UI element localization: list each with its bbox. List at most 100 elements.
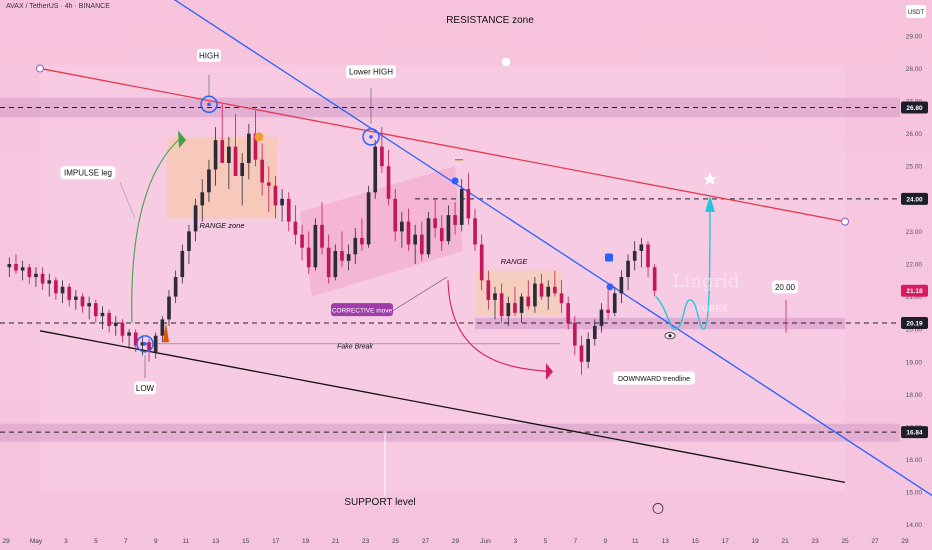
candle-body[interactable] bbox=[439, 228, 444, 242]
candle-body[interactable] bbox=[646, 244, 650, 268]
candle-body[interactable] bbox=[93, 303, 98, 317]
candle-body[interactable] bbox=[247, 133, 251, 163]
candle-body[interactable] bbox=[280, 198, 284, 206]
candle-body[interactable] bbox=[632, 250, 637, 261]
candle-body[interactable] bbox=[639, 244, 644, 251]
candle-body[interactable] bbox=[220, 140, 225, 163]
candle-body[interactable] bbox=[559, 293, 564, 304]
candle-body[interactable] bbox=[54, 280, 58, 294]
candle-body[interactable] bbox=[599, 309, 604, 326]
resistance-trendline[interactable] bbox=[39, 67, 846, 223]
candle-body[interactable] bbox=[306, 247, 311, 268]
downward-trendline[interactable] bbox=[150, 0, 932, 496]
candle-body[interactable] bbox=[293, 221, 298, 235]
candle-body[interactable] bbox=[486, 280, 491, 300]
candle-body[interactable] bbox=[466, 189, 471, 219]
candle-body[interactable] bbox=[87, 303, 91, 307]
candle-body[interactable] bbox=[147, 342, 151, 352]
candle-body[interactable] bbox=[446, 215, 451, 242]
trendline-handle-left[interactable] bbox=[36, 64, 44, 73]
candle-body[interactable] bbox=[592, 325, 597, 339]
candle-body[interactable] bbox=[326, 247, 331, 278]
candle-body[interactable] bbox=[260, 159, 264, 183]
candle-body[interactable] bbox=[360, 237, 364, 245]
candle-body[interactable] bbox=[127, 332, 131, 336]
candle-body[interactable] bbox=[473, 218, 477, 245]
candle-body[interactable] bbox=[606, 309, 610, 313]
currency-label[interactable]: USDT bbox=[908, 10, 925, 16]
candle-body[interactable] bbox=[80, 296, 85, 307]
candle-body[interactable] bbox=[573, 322, 577, 346]
candle-body[interactable] bbox=[14, 264, 18, 271]
candle-body[interactable] bbox=[353, 237, 358, 255]
candle-body[interactable] bbox=[120, 322, 125, 336]
candle-body[interactable] bbox=[499, 293, 504, 317]
candle-body[interactable] bbox=[626, 260, 630, 278]
candle-body[interactable] bbox=[459, 189, 464, 225]
candle-body[interactable] bbox=[100, 312, 105, 317]
candle-body[interactable] bbox=[340, 250, 344, 261]
support-trendline[interactable] bbox=[39, 330, 846, 484]
candle-body[interactable] bbox=[453, 215, 457, 225]
candle-body[interactable] bbox=[34, 273, 38, 278]
candle-body[interactable] bbox=[107, 312, 111, 326]
candle-body[interactable] bbox=[47, 280, 52, 284]
candle-body[interactable] bbox=[74, 296, 78, 300]
candle-body[interactable] bbox=[380, 146, 384, 167]
candle-body[interactable] bbox=[506, 303, 511, 317]
candle-body[interactable] bbox=[419, 234, 424, 255]
candle-body[interactable] bbox=[366, 192, 371, 245]
candle-body[interactable] bbox=[619, 277, 624, 294]
candle-body[interactable] bbox=[193, 205, 198, 232]
candle-body[interactable] bbox=[40, 273, 45, 284]
candle-body[interactable] bbox=[227, 146, 231, 163]
candle-body[interactable] bbox=[266, 182, 271, 186]
trendline-handle-right[interactable] bbox=[841, 217, 849, 226]
candle-body[interactable] bbox=[553, 286, 557, 294]
candle-body[interactable] bbox=[173, 277, 178, 297]
candle-body[interactable] bbox=[180, 250, 185, 278]
candle-body[interactable] bbox=[566, 303, 571, 323]
candle-body[interactable] bbox=[200, 192, 205, 206]
candle-body[interactable] bbox=[7, 264, 12, 268]
candle-body[interactable] bbox=[479, 244, 484, 281]
candle-body[interactable] bbox=[207, 169, 211, 193]
candle-body[interactable] bbox=[133, 332, 138, 346]
candle-body[interactable] bbox=[273, 185, 278, 206]
candle-body[interactable] bbox=[393, 198, 398, 232]
candle-body[interactable] bbox=[213, 140, 218, 170]
candle-body[interactable] bbox=[140, 342, 145, 346]
candle-body[interactable] bbox=[113, 322, 118, 326]
candle-body[interactable] bbox=[546, 286, 551, 297]
candle-body[interactable] bbox=[373, 146, 378, 193]
candle-body[interactable] bbox=[400, 221, 404, 232]
candle-body[interactable] bbox=[519, 296, 524, 313]
candle-body[interactable] bbox=[300, 234, 304, 248]
candle-body[interactable] bbox=[526, 296, 531, 307]
candle-body[interactable] bbox=[153, 335, 158, 352]
candle-body[interactable] bbox=[652, 267, 657, 291]
candle-body[interactable] bbox=[286, 198, 291, 222]
candle-body[interactable] bbox=[533, 283, 537, 307]
candle-body[interactable] bbox=[433, 218, 437, 229]
candle-body[interactable] bbox=[187, 231, 191, 251]
candle-body[interactable] bbox=[413, 234, 417, 245]
candle-body[interactable] bbox=[426, 218, 431, 255]
candle-body[interactable] bbox=[240, 162, 245, 176]
candle-body[interactable] bbox=[160, 319, 165, 336]
candle-body[interactable] bbox=[333, 250, 338, 278]
candle-body[interactable] bbox=[386, 166, 391, 199]
candle-body[interactable] bbox=[320, 224, 324, 248]
candle-body[interactable] bbox=[253, 133, 258, 160]
candle-body[interactable] bbox=[579, 345, 584, 362]
candle-body[interactable] bbox=[406, 221, 411, 245]
candle-body[interactable] bbox=[346, 254, 351, 261]
candle-body[interactable] bbox=[513, 303, 517, 313]
candle-body[interactable] bbox=[313, 224, 318, 268]
candle-body[interactable] bbox=[586, 338, 590, 362]
candle-body[interactable] bbox=[67, 286, 72, 300]
candle-body[interactable] bbox=[60, 286, 65, 294]
candle-body[interactable] bbox=[493, 293, 497, 300]
candle-body[interactable] bbox=[27, 267, 32, 278]
